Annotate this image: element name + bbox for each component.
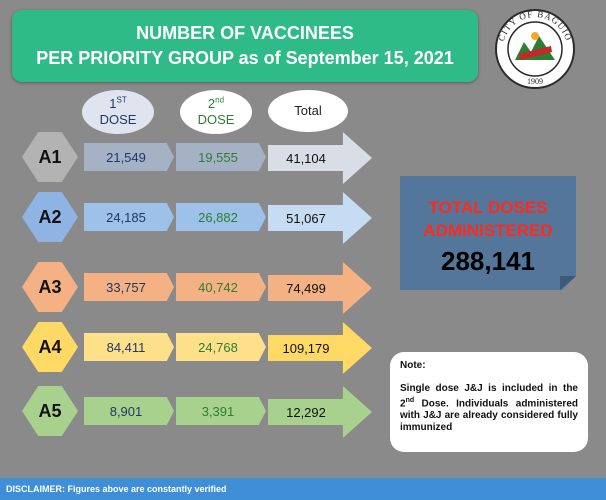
note-title: Note:: [400, 360, 426, 371]
header-dose1-suffix: ST: [116, 95, 127, 105]
header-total-label: Total: [294, 103, 322, 118]
total-value: 51,067: [286, 210, 326, 226]
group-badge: A3: [22, 262, 78, 312]
priority-row-a3: A3 33,757 40,742 74,499: [0, 262, 606, 314]
dose2-cell: 3,391: [176, 397, 266, 425]
total-arrow: 41,104: [268, 132, 372, 184]
note-text: Single dose J&J is included in the 2nd D…: [400, 383, 578, 434]
group-badge: A4: [22, 322, 78, 372]
total-doses-title-1: TOTAL DOSES: [428, 198, 548, 217]
priority-row-a2: A2 24,185 26,882 51,067: [0, 192, 606, 244]
note-box: Note: Single dose J&J is included in the…: [390, 352, 588, 452]
total-arrow: 109,179: [268, 322, 372, 374]
total-doses-value: 288,141: [441, 246, 535, 276]
dose1-cell: 33,757: [84, 273, 174, 301]
header-dose2-label: DOSE: [197, 112, 235, 127]
group-badge: A1: [22, 132, 78, 182]
dose2-cell: 24,768: [176, 333, 266, 361]
dose1-cell: 24,185: [84, 203, 174, 231]
note-text-sup: nd: [405, 397, 415, 404]
header-dose1: 1ST DOSE: [82, 90, 154, 134]
header-dose2: 2nd DOSE: [180, 90, 252, 134]
title-line-1: NUMBER OF VACCINEES: [136, 23, 354, 43]
total-arrow: 51,067: [268, 192, 372, 244]
priority-row-a4: A4 84,411 24,768 109,179: [0, 322, 606, 374]
title-banner: NUMBER OF VACCINEES PER PRIORITY GROUP a…: [12, 10, 478, 82]
total-value: 74,499: [286, 280, 326, 296]
dose1-cell: 8,901: [84, 397, 174, 425]
dose2-cell: 40,742: [176, 273, 266, 301]
dose2-cell: 26,882: [176, 203, 266, 231]
dose1-cell: 21,549: [84, 143, 174, 171]
city-seal-icon: CITY OF BAGUIO 1909: [495, 9, 575, 89]
seal-year: 1909: [527, 77, 543, 86]
note-text-before: Single dose J&J is included in the 2: [400, 383, 578, 410]
header-dose1-ordinal: 1: [109, 96, 117, 111]
header-dose2-ordinal: 2: [207, 96, 216, 111]
total-value: 109,179: [282, 340, 330, 356]
total-doses-box: TOTAL DOSES ADMINISTERED 288,141: [400, 176, 576, 290]
header-dose2-suffix: nd: [215, 95, 225, 105]
group-badge: A5: [22, 386, 78, 436]
disclaimer-bar: DISCLAIMER: Figures above are constantly…: [0, 478, 606, 500]
priority-row-a5: A5 8,901 3,391 12,292: [0, 386, 606, 438]
total-arrow: 74,499: [268, 262, 372, 314]
note-text-after: Dose. Individuals administered with J&J …: [400, 398, 578, 434]
total-doses-title-2: ADMINISTERED: [423, 221, 553, 240]
group-badge: A2: [22, 192, 78, 242]
title-line-2: PER PRIORITY GROUP as of September 15, 2…: [36, 48, 454, 68]
header-total: Total: [268, 90, 348, 132]
header-dose1-label: DOSE: [99, 112, 137, 127]
priority-row-a1: A1 21,549 19,555 41,104: [0, 132, 606, 184]
total-value: 12,292: [286, 404, 326, 420]
dose2-cell: 19,555: [176, 143, 266, 171]
total-arrow: 12,292: [268, 386, 372, 438]
total-value: 41,104: [286, 150, 326, 166]
dose1-cell: 84,411: [84, 333, 174, 361]
